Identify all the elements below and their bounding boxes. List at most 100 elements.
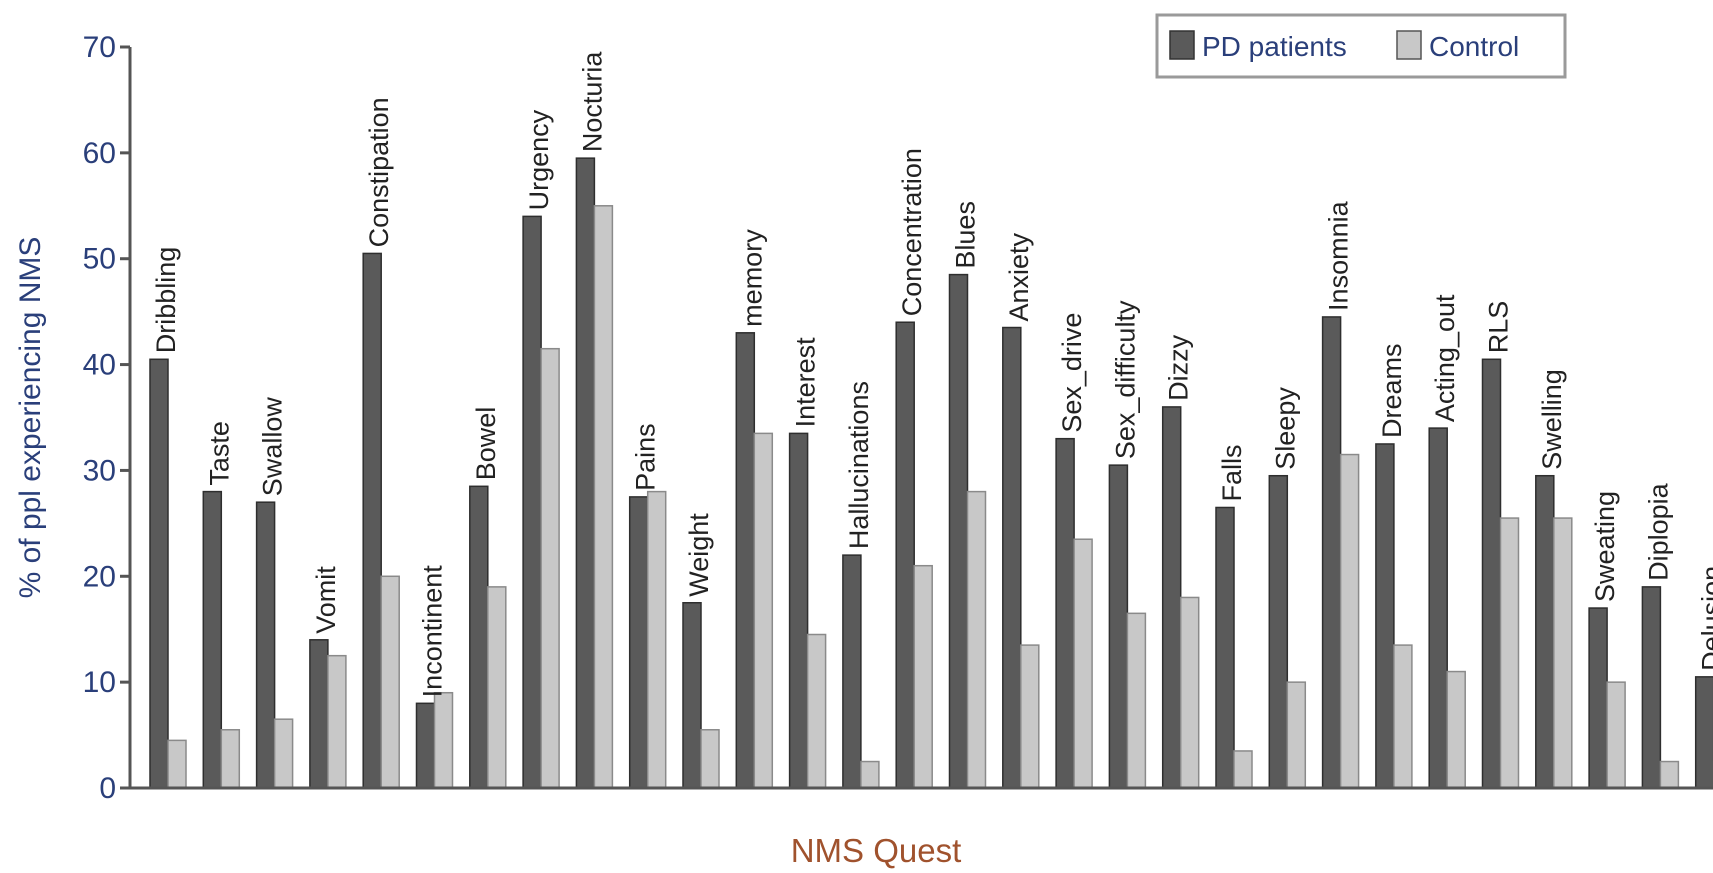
bar-pd-bowel: [469, 485, 489, 789]
y-tick-label-50: 50: [83, 243, 116, 276]
category-label-rls: RLS: [1484, 301, 1514, 354]
bar-control-dreams: [1393, 644, 1413, 789]
category-label-urgency: Urgency: [524, 109, 554, 210]
bar-control-incontinent: [433, 691, 454, 789]
bar-pd-dizzy: [1161, 406, 1182, 789]
bar-control-swallow: [273, 718, 294, 789]
legend-label-control: Control: [1429, 31, 1519, 62]
y-tick-label-30: 30: [83, 454, 116, 487]
y-tick-label-60: 60: [83, 137, 116, 170]
bar-pd-diplopia: [1641, 586, 1662, 789]
x-axis-title: NMS Quest: [791, 832, 962, 869]
category-label-anxiety: Anxiety: [1004, 232, 1034, 321]
category-label-incontinent: Incontinent: [418, 565, 448, 698]
bar-pd-urgency: [522, 215, 542, 789]
category-label-sex-difficulty: Sex_difficulty: [1110, 300, 1140, 459]
bar-pd-concentration: [895, 321, 915, 789]
category-label-dribbling: Dribbling: [151, 247, 181, 354]
bar-control-sex-drive: [1073, 538, 1093, 789]
category-label-vomit: Vomit: [311, 566, 341, 634]
bar-control-nocturia: [593, 205, 614, 789]
bar-control-falls: [1233, 750, 1253, 789]
category-label-diplopia: Diplopia: [1643, 482, 1673, 581]
bar-pd-swallow: [255, 501, 276, 789]
bar-pd-falls: [1215, 506, 1235, 789]
category-label-interest: Interest: [791, 337, 821, 428]
bar-control-anxiety: [1020, 644, 1040, 789]
y-axis-title: % of ppl experiencing NMS: [14, 237, 47, 599]
bar-control-urgency: [540, 347, 560, 789]
bar-pd-pains: [628, 496, 649, 789]
bar-control-constipation: [380, 575, 400, 789]
bar-control-dribbling: [167, 739, 187, 789]
category-label-pains: Pains: [631, 423, 661, 491]
category-label-nocturia: Nocturia: [577, 51, 607, 153]
bar-control-sleepy: [1286, 681, 1307, 789]
bar-control-swelling: [1553, 517, 1573, 789]
bar-pd-sex-drive: [1055, 437, 1075, 789]
y-tick-label-10: 10: [83, 666, 116, 699]
bar-pd-memory: [735, 332, 756, 789]
bar-control-weight: [700, 729, 720, 789]
category-label-swelling: Swelling: [1537, 369, 1567, 470]
category-label-weight: Weight: [684, 513, 714, 597]
bar-control-hallucinations: [860, 760, 880, 789]
bar-pd-anxiety: [1002, 326, 1022, 789]
category-label-sleepy: Sleepy: [1270, 387, 1300, 470]
bar-pd-sleepy: [1268, 474, 1289, 789]
bar-pd-hallucinations: [842, 554, 862, 789]
bar-pd-dribbling: [149, 358, 169, 789]
category-label-delusion: Delusion: [1697, 566, 1713, 671]
bar-control-acting-out: [1446, 670, 1466, 789]
bar-control-sweating: [1606, 681, 1626, 789]
bar-pd-sweating: [1588, 607, 1608, 789]
bar-control-concentration: [913, 564, 933, 789]
category-label-sex-drive: Sex_drive: [1057, 313, 1087, 433]
y-tick-label-70: 70: [83, 31, 116, 64]
bar-control-insomnia: [1339, 453, 1360, 789]
category-label-insomnia: Insomnia: [1324, 200, 1354, 311]
legend: PD patients Control: [1155, 13, 1567, 79]
legend-label-pd-patients: PD patients: [1202, 31, 1347, 62]
bar-control-taste: [220, 729, 241, 789]
bar-pd-acting-out: [1428, 427, 1448, 789]
bar-control-sex-difficulty: [1126, 612, 1147, 789]
bar-pd-incontinent: [415, 702, 436, 789]
bar-pd-interest: [788, 432, 809, 789]
bar-pd-swelling: [1535, 474, 1555, 789]
bar-pd-weight: [682, 602, 702, 789]
bar-pd-dreams: [1375, 443, 1395, 789]
category-label-bowel: Bowel: [471, 407, 501, 481]
bar-pd-rls: [1481, 358, 1502, 789]
category-label-blues: Blues: [951, 201, 981, 269]
bar-pd-vomit: [309, 639, 329, 789]
y-tick-label-20: 20: [83, 560, 116, 593]
category-label-acting-out: Acting_out: [1430, 294, 1460, 422]
legend-swatch-pd-patients: [1169, 30, 1195, 60]
category-label-dreams: Dreams: [1377, 343, 1407, 438]
legend-swatch-control: [1396, 30, 1422, 60]
category-label-dizzy: Dizzy: [1164, 334, 1194, 400]
bar-control-dizzy: [1179, 596, 1200, 789]
y-tick-label-0: 0: [99, 772, 116, 805]
bar-pd-delusion: [1694, 676, 1713, 789]
category-label-swallow: Swallow: [258, 397, 288, 497]
y-axis-ticks: 0 10 20 30 40 50 60 70: [83, 31, 130, 805]
bar-control-pains: [646, 490, 667, 789]
bar-control-memory: [753, 432, 774, 789]
category-label-hallucinations: Hallucinations: [844, 381, 874, 549]
category-label-sweating: Sweating: [1590, 491, 1620, 602]
bar-pd-constipation: [362, 252, 382, 789]
bars: [149, 157, 1713, 789]
bar-control-vomit: [327, 654, 347, 789]
bar-pd-blues: [948, 273, 969, 789]
bar-control-interest: [806, 633, 827, 789]
bar-control-blues: [966, 490, 987, 789]
category-label-constipation: Constipation: [364, 97, 394, 247]
bar-pd-taste: [202, 490, 223, 789]
category-labels: Dribbling Taste Swallow Vomit Constipation In…: [151, 51, 1713, 698]
category-label-taste: Taste: [204, 421, 234, 486]
category-label-concentration: Concentration: [897, 148, 927, 316]
bar-pd-sex-difficulty: [1108, 464, 1129, 789]
